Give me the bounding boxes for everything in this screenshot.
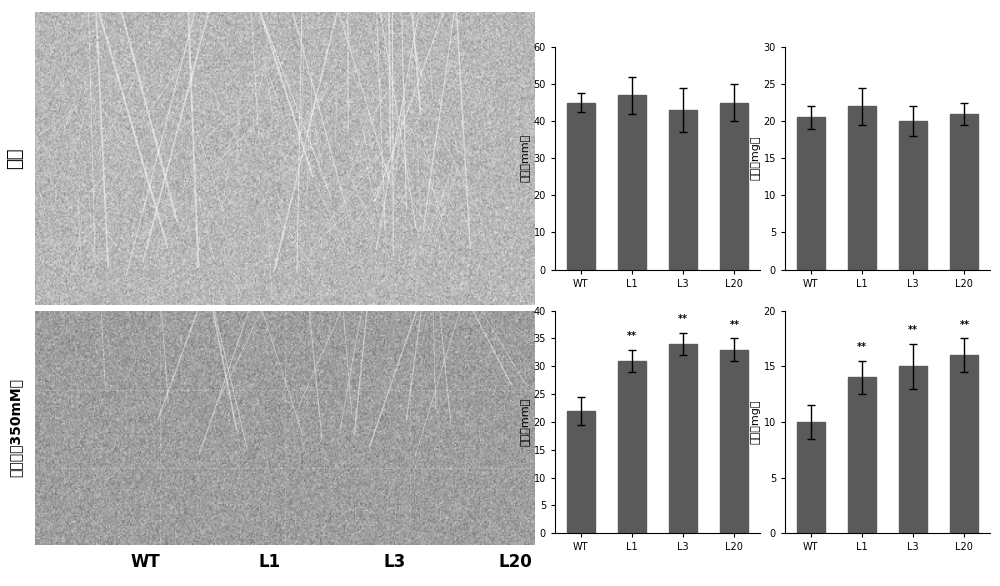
Text: L20: L20 (498, 553, 532, 571)
Y-axis label: 根长（mm）: 根长（mm） (521, 134, 531, 182)
Bar (848, 377, 876, 533)
Bar (950, 114, 978, 270)
Bar (567, 411, 595, 533)
Bar (720, 349, 748, 533)
Bar (618, 95, 646, 270)
Bar (797, 422, 825, 533)
Text: L3: L3 (384, 553, 406, 571)
Bar (618, 361, 646, 533)
Bar (669, 344, 697, 533)
Bar (848, 106, 876, 270)
Bar (567, 103, 595, 270)
Text: WT: WT (130, 553, 160, 571)
Y-axis label: 鲜重（mg）: 鲜重（mg） (751, 136, 761, 180)
Text: **: ** (959, 319, 969, 329)
Text: 甘露醇（350mM）: 甘露醇（350mM） (8, 379, 22, 477)
Text: **: ** (678, 314, 688, 324)
Bar (720, 103, 748, 270)
Bar (899, 366, 927, 533)
Text: 对照: 对照 (6, 148, 24, 169)
Y-axis label: 鲜重（mg）: 鲜重（mg） (751, 400, 761, 444)
Text: **: ** (627, 331, 637, 340)
Text: **: ** (729, 319, 739, 329)
Text: **: ** (857, 342, 867, 352)
Bar (899, 121, 927, 270)
Text: **: ** (908, 325, 918, 335)
Y-axis label: 根长（mm）: 根长（mm） (521, 398, 531, 446)
Text: L1: L1 (259, 553, 281, 571)
Bar (950, 355, 978, 533)
Bar (797, 117, 825, 270)
Bar (669, 110, 697, 270)
